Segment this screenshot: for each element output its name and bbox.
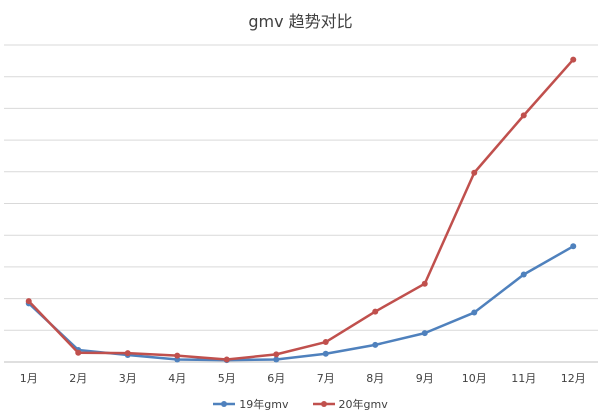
x-tick-label: 2月 — [69, 372, 87, 385]
legend-label: 19年gmv — [239, 398, 289, 411]
x-tick-label: 7月 — [317, 372, 335, 385]
data-point — [322, 339, 329, 346]
legend-label: 20年gmv — [338, 398, 388, 411]
data-point — [471, 169, 478, 176]
data-point — [75, 349, 82, 356]
x-tick-label: 10月 — [462, 372, 487, 385]
data-point — [174, 352, 181, 359]
x-tick-label: 12月 — [561, 372, 586, 385]
data-point — [372, 308, 379, 315]
legend-item: 20年gmv — [312, 396, 388, 412]
data-point — [570, 243, 577, 250]
x-tick-label: 9月 — [416, 372, 434, 385]
series-line-2 — [27, 58, 575, 361]
x-tick-label: 3月 — [119, 372, 137, 385]
x-tick-label: 8月 — [366, 372, 384, 385]
data-point — [520, 112, 527, 119]
chart-title: gmv 趋势对比 — [248, 12, 353, 31]
legend-swatch — [213, 401, 236, 407]
x-tick-label: 11月 — [511, 372, 536, 385]
x-tick-label: 6月 — [267, 372, 285, 385]
data-point — [570, 56, 577, 63]
data-point — [273, 351, 280, 358]
x-tick-label: 1月 — [20, 372, 38, 385]
data-point — [223, 356, 230, 363]
data-point — [322, 350, 329, 357]
data-point — [421, 280, 428, 287]
data-point — [471, 309, 478, 316]
legend-swatch — [312, 401, 335, 407]
data-point — [124, 350, 131, 357]
x-tick-label: 5月 — [218, 372, 236, 385]
legend-item: 19年gmv — [213, 396, 289, 412]
legend: 19年gmv 20年gmv — [0, 396, 601, 412]
data-point — [273, 356, 280, 363]
data-point — [520, 271, 527, 278]
data-point — [372, 341, 379, 348]
x-tick-label: 4月 — [168, 372, 186, 385]
data-point — [25, 298, 32, 305]
series-line-1 — [27, 245, 574, 362]
data-point — [421, 330, 428, 337]
